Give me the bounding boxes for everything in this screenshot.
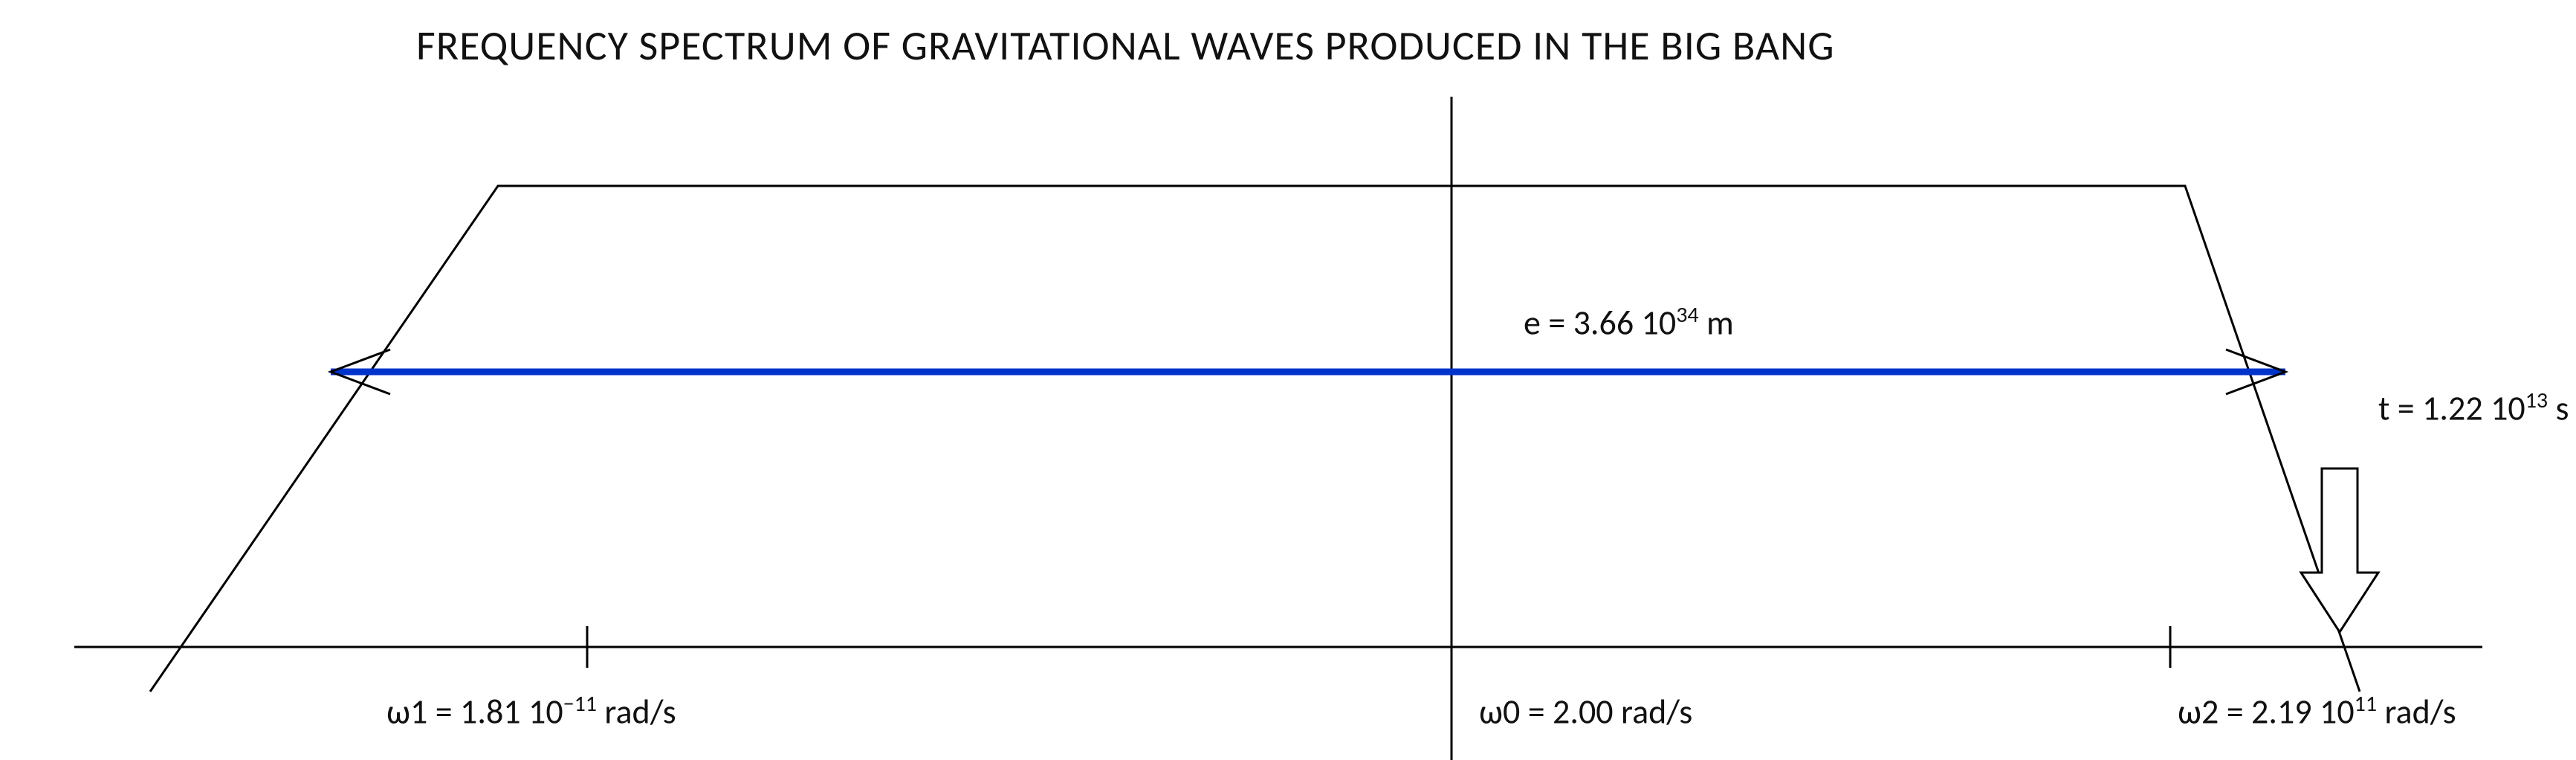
annotation-w2-prefix: ω2 = 2.19 10 [2178,691,2355,732]
annotation-w1-prefix: ω1 = 1.81 10 [386,691,563,732]
diagram-canvas [0,0,2576,760]
spectrum-envelope [150,186,2360,692]
annotation-t: t = 1.22 1013 s [2378,387,2569,429]
annotation-t-prefix: t = 1.22 10 [2378,387,2525,429]
annotation-w2: ω2 = 2.19 1011 rad/s [2178,690,2456,732]
annotation-t-suffix: s [2548,387,2569,429]
annotation-e-exp: 34 [1676,301,1698,329]
annotation-w2-suffix: rad/s [2377,691,2456,732]
annotation-w0-prefix: ω0 = 2.00 rad/s [1479,691,1692,732]
down-arrow [2301,468,2378,632]
annotation-w1-suffix: rad/s [597,691,676,732]
annotation-w2-exp: 11 [2355,690,2377,718]
annotation-e-prefix: e = 3.66 10 [1524,302,1676,344]
annotation-e: e = 3.66 1034 m [1524,301,1734,344]
annotation-t-exp: 13 [2525,387,2548,414]
annotation-w0: ω0 = 2.00 rad/s [1479,690,1692,732]
annotation-w1: ω1 = 1.81 10−11 rad/s [386,690,676,732]
annotation-e-suffix: m [1699,302,1734,344]
annotation-w1-exp: −11 [563,690,597,718]
